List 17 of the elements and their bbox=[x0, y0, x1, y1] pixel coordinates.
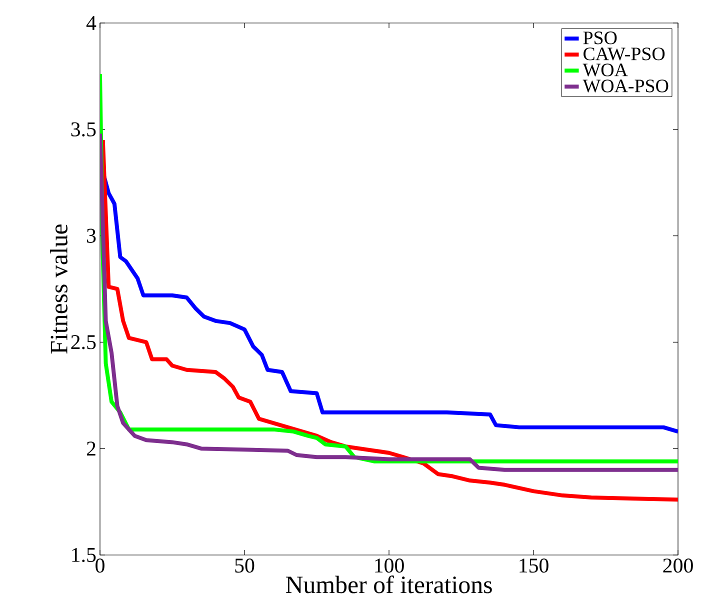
legend-label: WOA-PSO bbox=[582, 80, 668, 92]
x-tick-label: 150 bbox=[520, 558, 548, 573]
y-tick-label: 3.5 bbox=[71, 122, 96, 136]
x-tick-label: 0 bbox=[96, 558, 104, 573]
y-tick-label: 1.5 bbox=[72, 548, 96, 562]
y-axis-title: Fitness value bbox=[50, 224, 68, 354]
y-tick-label: 2 bbox=[86, 442, 96, 456]
legend-label: WOA bbox=[582, 64, 628, 76]
x-tick-label: 100 bbox=[375, 558, 404, 573]
x-tick-label: 200 bbox=[663, 558, 693, 573]
legend-label: PSO bbox=[583, 32, 617, 44]
x-axis-title: Number of iterations bbox=[286, 575, 492, 594]
y-tick-label: 3 bbox=[87, 228, 96, 243]
y-tick-label: 2.5 bbox=[71, 335, 96, 350]
y-tick-label: 4 bbox=[86, 16, 96, 30]
x-tick-label: 50 bbox=[235, 558, 254, 573]
legend-label: CAW-PSO bbox=[584, 48, 665, 60]
